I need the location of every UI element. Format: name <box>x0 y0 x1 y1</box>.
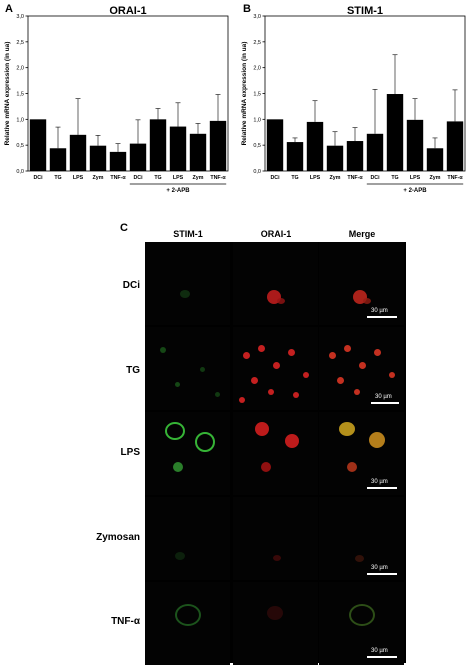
orai1-x-tick-label: TNF-α <box>110 175 126 181</box>
stim1-x-tick-label: TNF-α <box>347 175 363 181</box>
stim1-x-tick-label: DCi <box>270 175 280 181</box>
orai1-group-label: + 2-APB <box>166 188 190 194</box>
row-label-lps: LPS <box>120 447 140 458</box>
orai1-bar <box>189 133 207 171</box>
row-label-tg: TG <box>126 365 140 376</box>
orai1-y-tick-label: 1,5 <box>16 92 24 98</box>
orai1-y-tick-label: 2,0 <box>16 66 24 72</box>
stim1-x-tick-label: TG <box>291 175 298 181</box>
orai1-x-tick-label: DCi <box>133 175 143 181</box>
stim1-x-tick-label: TNF-α <box>447 175 463 181</box>
stim1-bar <box>406 119 424 171</box>
micrograph-grid: 30 µm 30 µm <box>145 242 406 665</box>
orai1-bar-chart: ORAI-1 Relative mRNA expression (in ua) 0,… <box>4 5 229 194</box>
orai1-y-tick-label: 1,0 <box>16 117 24 123</box>
micrograph-lps-stim1 <box>145 412 230 495</box>
stim1-y-axis-label: Relative mRNA expression (in ua) <box>241 42 248 146</box>
orai1-x-tick-label: LPS <box>73 175 84 181</box>
stim1-y-tick-label: 1,0 <box>253 117 261 123</box>
stim1-y-tick-label: 0,0 <box>253 169 261 175</box>
micrograph-tnfa-orai1 <box>233 582 318 665</box>
stim1-bar <box>306 121 324 171</box>
orai1-bar <box>89 145 107 171</box>
orai1-x-tick-label: TNF-α <box>210 175 226 181</box>
orai1-bar <box>69 134 87 171</box>
micrograph-zymosan-orai1 <box>233 497 318 580</box>
scale-label-dci: 30 µm <box>371 308 388 314</box>
stim1-y-tick-label: 2,5 <box>253 40 261 46</box>
stim1-y-tick-label: 2,0 <box>253 66 261 72</box>
micrograph-dci-merge: 30 µm <box>319 242 404 325</box>
column-header-orai1: ORAI-1 <box>260 229 292 239</box>
scale-label-zymosan: 30 µm <box>371 565 388 571</box>
micrograph-tnfa-merge: 30 µm <box>319 582 404 665</box>
stim1-y-tick-label: 0,5 <box>253 143 261 149</box>
scale-label-tg: 30 µm <box>375 394 392 400</box>
scale-label-lps: 30 µm <box>371 479 388 485</box>
orai1-x-tick-label: LPS <box>173 175 184 181</box>
stim1-x-tick-label: Zym <box>330 175 341 181</box>
panel-c-letter: C <box>120 222 128 234</box>
stim1-bar <box>366 133 384 171</box>
orai1-x-tick-label: Zym <box>93 175 104 181</box>
row-label-tnfa: TNF-α <box>111 616 140 627</box>
micrograph-dci-orai1 <box>233 242 318 325</box>
orai1-y-tick-label: 2,5 <box>16 40 24 46</box>
micrograph-tg-orai1 <box>233 327 318 410</box>
stim1-chart-title: STIM-1 <box>347 5 383 17</box>
stim1-bar-chart: STIM-1 Relative mRNA expression (in ua) 0,… <box>241 5 466 194</box>
panel-b-letter: B <box>243 3 251 15</box>
orai1-y-tick-label: 3,0 <box>16 14 24 20</box>
orai1-x-tick-label: TG <box>154 175 161 181</box>
orai1-x-tick-label: Zym <box>193 175 204 181</box>
orai1-bar <box>49 148 67 171</box>
stim1-x-tick-label: Zym <box>430 175 441 181</box>
stim1-bar <box>346 141 364 171</box>
stim1-x-tick-label: DCi <box>370 175 380 181</box>
orai1-bar <box>29 119 47 171</box>
micrograph-lps-orai1 <box>233 412 318 495</box>
orai1-x-tick-label: TG <box>54 175 61 181</box>
orai1-bar <box>109 151 127 171</box>
column-header-merge: Merge <box>348 229 376 239</box>
micrograph-zymosan-merge: 30 µm <box>319 497 404 580</box>
orai1-bar <box>169 126 187 171</box>
stim1-bar <box>446 121 464 171</box>
stim1-x-tick-label: TG <box>391 175 398 181</box>
orai1-y-axis-label: Relative mRNA expression (in ua) <box>4 42 11 146</box>
orai1-x-tick-label: DCi <box>33 175 43 181</box>
stim1-bar <box>266 119 284 171</box>
orai1-bar <box>149 119 167 171</box>
stim1-bar <box>286 142 304 171</box>
micrograph-lps-merge: 30 µm <box>319 412 404 495</box>
row-label-zymosan: Zymosan <box>96 532 140 543</box>
stim1-y-tick-label: 3,0 <box>253 14 261 20</box>
micrograph-tg-merge: 30 µm <box>319 327 404 410</box>
orai1-bar <box>209 120 227 171</box>
stim1-bar <box>426 148 444 171</box>
micrograph-tg-stim1 <box>145 327 230 410</box>
scale-label-tnfa: 30 µm <box>371 648 388 654</box>
orai1-y-tick-label: 0,0 <box>16 169 24 175</box>
stim1-group-label: + 2-APB <box>403 188 427 194</box>
stim1-bar <box>386 94 404 171</box>
column-header-stim1: STIM-1 <box>173 229 203 239</box>
micrograph-zymosan-stim1 <box>145 497 230 580</box>
stim1-x-tick-label: LPS <box>410 175 421 181</box>
orai1-bar <box>129 143 147 171</box>
stim1-x-tick-label: LPS <box>310 175 321 181</box>
row-label-dci: DCi <box>122 280 140 291</box>
orai1-y-tick-label: 0,5 <box>16 143 24 149</box>
panel-a-letter: A <box>5 3 13 15</box>
micrograph-tnfa-stim1 <box>145 582 230 665</box>
micrograph-dci-stim1 <box>145 242 230 325</box>
stim1-y-tick-label: 1,5 <box>253 92 261 98</box>
orai1-chart-title: ORAI-1 <box>109 5 146 17</box>
stim1-bar <box>326 145 344 171</box>
